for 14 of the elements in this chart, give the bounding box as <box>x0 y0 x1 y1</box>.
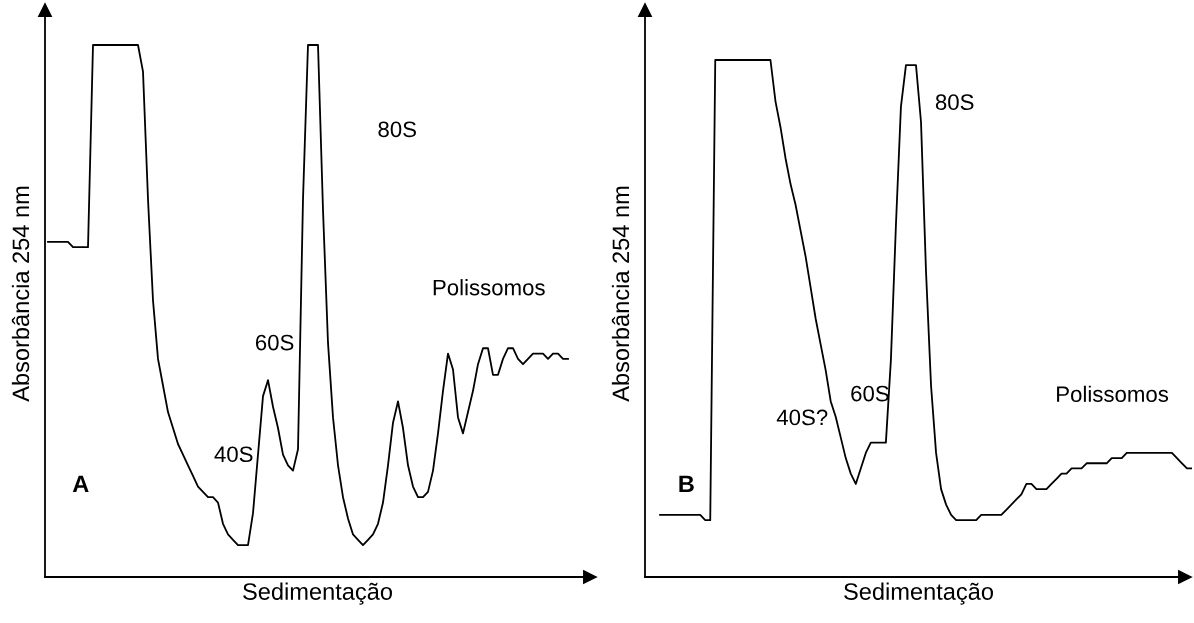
y-axis-title: Absorbância 254 nm <box>11 186 30 402</box>
annotation: Polissomos <box>1057 385 1169 403</box>
annotation: 60S <box>851 385 889 402</box>
annotation: 60S <box>255 334 294 351</box>
x-axis-title: Sedimentação <box>243 582 392 605</box>
annotation: 40S <box>214 446 253 463</box>
annotation: 80S <box>935 94 974 111</box>
annotation: A <box>72 475 89 492</box>
y-axis-title: Absorbância 254 nm <box>611 186 630 402</box>
x-axis-title: Sedimentação <box>844 582 993 605</box>
annotation: B <box>679 475 694 492</box>
annotation: 80S <box>378 121 416 138</box>
annotation: Polissomos <box>433 279 545 296</box>
annotation: 40S? <box>776 409 828 426</box>
